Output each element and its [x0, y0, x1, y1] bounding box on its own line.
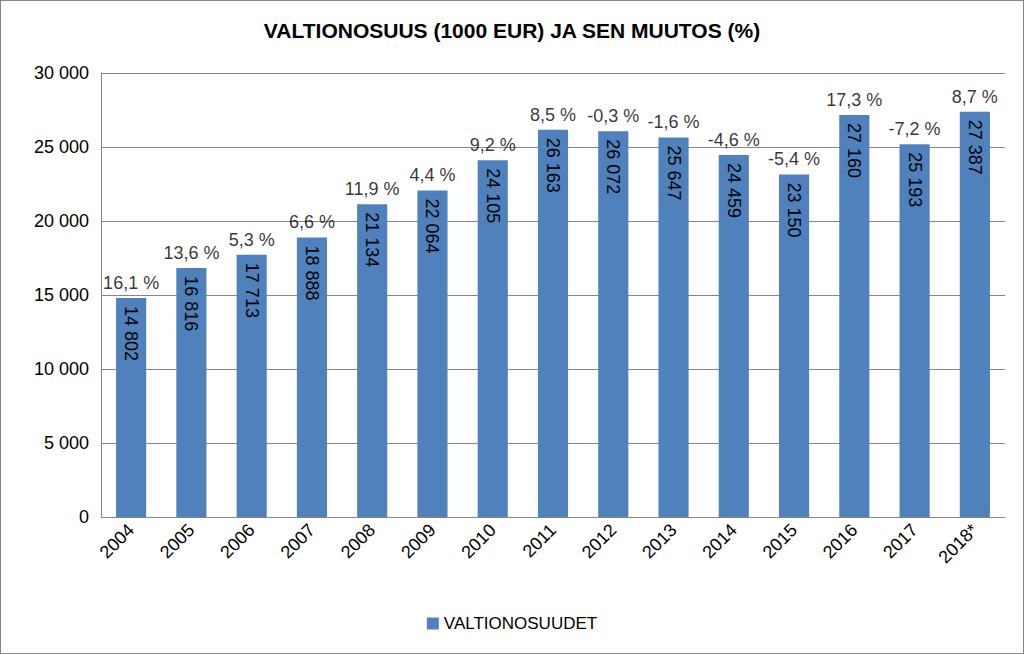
svg-text:2013: 2013: [638, 520, 680, 562]
svg-text:2009: 2009: [397, 520, 439, 562]
svg-text:25 000: 25 000: [34, 137, 89, 157]
svg-text:9,2 %: 9,2 %: [470, 135, 516, 155]
svg-text:-0,3 %: -0,3 %: [587, 106, 639, 126]
svg-text:27 160: 27 160: [844, 123, 864, 178]
svg-text:8,5 %: 8,5 %: [530, 105, 576, 125]
svg-text:21 134: 21 134: [362, 212, 382, 267]
svg-text:-1,6 %: -1,6 %: [648, 112, 700, 132]
svg-text:-7,2 %: -7,2 %: [889, 119, 941, 139]
svg-text:25 193: 25 193: [905, 152, 925, 207]
svg-text:2017: 2017: [879, 520, 921, 562]
svg-text:24 459: 24 459: [724, 163, 744, 218]
svg-text:VALTIONOSUUS (1000 EUR) JA SEN: VALTIONOSUUS (1000 EUR) JA SEN MUUTOS (%…: [264, 19, 760, 42]
svg-text:VALTIONOSUUDET: VALTIONOSUUDET: [444, 614, 597, 633]
svg-text:5,3 %: 5,3 %: [229, 230, 275, 250]
svg-text:16,1 %: 16,1 %: [103, 273, 159, 293]
svg-text:27 387: 27 387: [965, 120, 985, 175]
svg-text:2012: 2012: [578, 520, 620, 562]
svg-text:30 000: 30 000: [34, 63, 89, 83]
svg-text:17,3 %: 17,3 %: [826, 90, 882, 110]
svg-text:5 000: 5 000: [44, 433, 89, 453]
svg-text:2010: 2010: [457, 520, 499, 562]
svg-text:2011: 2011: [519, 520, 560, 561]
svg-text:17 713: 17 713: [242, 263, 262, 318]
svg-text:2005: 2005: [156, 520, 198, 562]
svg-text:11,9 %: 11,9 %: [345, 179, 400, 199]
svg-text:2007: 2007: [277, 520, 319, 562]
svg-text:25 647: 25 647: [664, 145, 684, 200]
svg-text:24 105: 24 105: [483, 168, 503, 223]
svg-text:2008: 2008: [337, 520, 379, 562]
svg-text:20 000: 20 000: [34, 211, 89, 231]
svg-text:26 072: 26 072: [603, 139, 623, 194]
svg-text:18 888: 18 888: [302, 245, 322, 300]
svg-text:16 816: 16 816: [181, 276, 201, 331]
svg-text:2018*: 2018*: [935, 520, 982, 567]
svg-text:6,6 %: 6,6 %: [289, 212, 335, 232]
svg-text:2014: 2014: [698, 520, 740, 562]
svg-text:13,6 %: 13,6 %: [163, 243, 219, 263]
svg-text:2015: 2015: [759, 520, 801, 562]
svg-text:15 000: 15 000: [34, 285, 89, 305]
svg-text:14 802: 14 802: [121, 306, 141, 361]
svg-text:26 163: 26 163: [543, 138, 563, 193]
svg-text:-4,6 %: -4,6 %: [708, 130, 760, 150]
svg-text:2016: 2016: [819, 520, 861, 562]
svg-text:8,7 %: 8,7 %: [952, 87, 998, 107]
svg-text:23 150: 23 150: [784, 182, 804, 237]
svg-text:-5,4 %: -5,4 %: [768, 149, 820, 169]
svg-text:0: 0: [79, 507, 89, 527]
svg-text:4,4 %: 4,4 %: [409, 165, 455, 185]
svg-text:22 064: 22 064: [422, 198, 442, 253]
svg-text:2004: 2004: [96, 520, 138, 562]
svg-text:2006: 2006: [216, 520, 258, 562]
svg-text:10 000: 10 000: [34, 359, 89, 379]
